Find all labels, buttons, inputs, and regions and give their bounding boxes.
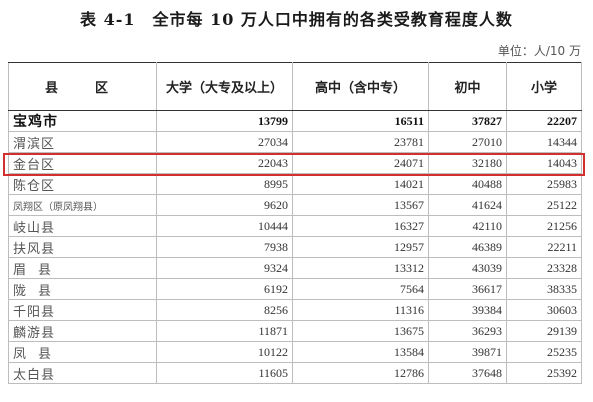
cell-college: 8995 (156, 173, 293, 195)
cell-college: 7938 (156, 236, 293, 258)
table-row: 太白县 11605 12786 37648 25392 (8, 362, 582, 384)
cell-junior: 46389 (428, 236, 507, 258)
cell-primary: 14043 (506, 152, 582, 174)
header-row: 县 区 大学（大专及以上） 高中（含中专） 初中 小学 (8, 62, 582, 111)
education-table: 县 区 大学（大专及以上） 高中（含中专） 初中 小学 宝鸡市 13799 16… (8, 62, 582, 384)
table-row: 扶风县 7938 12957 46389 22211 (8, 236, 582, 258)
table-row: 麟游县 11871 13675 36293 29139 (8, 320, 582, 342)
cell-primary: 25392 (506, 362, 582, 384)
cell-college: 8256 (156, 299, 293, 321)
cell-highschool: 13567 (292, 194, 429, 216)
table-row: 宝鸡市 13799 16511 37827 22207 (8, 110, 582, 132)
cell-junior: 27010 (428, 131, 507, 153)
header-junior: 初中 (428, 62, 507, 111)
cell-junior: 32180 (428, 152, 507, 174)
cell-junior: 42110 (428, 215, 507, 237)
cell-highschool: 16511 (292, 110, 429, 132)
cell-college: 6192 (156, 278, 293, 300)
row-name: 太白县 (8, 362, 157, 384)
row-name: 陇县 (8, 278, 157, 300)
header-highschool: 高中（含中专） (292, 62, 429, 111)
cell-highschool: 14021 (292, 173, 429, 195)
cell-junior: 37648 (428, 362, 507, 384)
cell-primary: 38335 (506, 278, 582, 300)
cell-highschool: 12786 (292, 362, 429, 384)
row-name: 金台区 (8, 152, 157, 174)
row-name: 千阳县 (8, 299, 157, 321)
row-name: 扶风县 (8, 236, 157, 258)
cell-primary: 30603 (506, 299, 582, 321)
cell-college: 13799 (156, 110, 293, 132)
cell-primary: 25235 (506, 341, 582, 363)
cell-junior: 40488 (428, 173, 507, 195)
table-row: 眉县 9324 13312 43039 23328 (8, 257, 582, 279)
cell-highschool: 11316 (292, 299, 429, 321)
table-row: 陈仓区 8995 14021 40488 25983 (8, 173, 582, 195)
cell-highschool: 7564 (292, 278, 429, 300)
table-row: 金台区 22043 24071 32180 14043 (8, 152, 582, 174)
cell-highschool: 13312 (292, 257, 429, 279)
row-name: 宝鸡市 (8, 110, 157, 132)
row-name: 陈仓区 (8, 173, 157, 195)
unit-label: 单位：人/10 万 (497, 44, 581, 58)
table-row: 渭滨区 27034 23781 27010 14344 (8, 131, 582, 153)
cell-junior: 36293 (428, 320, 507, 342)
cell-junior: 36617 (428, 278, 507, 300)
cell-junior: 39871 (428, 341, 507, 363)
cell-college: 10122 (156, 341, 293, 363)
table-row: 凤翔区（原凤翔县） 9620 13567 41624 25122 (8, 194, 582, 216)
header-college: 大学（大专及以上） (156, 62, 293, 111)
cell-junior: 37827 (428, 110, 507, 132)
cell-highschool: 16327 (292, 215, 429, 237)
cell-primary: 22211 (506, 236, 582, 258)
row-name: 渭滨区 (8, 131, 157, 153)
row-name: 麟游县 (8, 320, 157, 342)
cell-college: 27034 (156, 131, 293, 153)
cell-primary: 25122 (506, 194, 582, 216)
cell-junior: 39384 (428, 299, 507, 321)
cell-college: 22043 (156, 152, 293, 174)
cell-highschool: 24071 (292, 152, 429, 174)
header-primary: 小学 (506, 62, 582, 111)
cell-college: 9620 (156, 194, 293, 216)
cell-primary: 21256 (506, 215, 582, 237)
table-row: 陇县 6192 7564 36617 38335 (8, 278, 582, 300)
cell-highschool: 13584 (292, 341, 429, 363)
cell-highschool: 12957 (292, 236, 429, 258)
row-name: 凤翔区（原凤翔县） (8, 194, 157, 216)
cell-college: 11871 (156, 320, 293, 342)
cell-primary: 22207 (506, 110, 582, 132)
header-county: 县 区 (8, 62, 157, 111)
table-row: 千阳县 8256 11316 39384 30603 (8, 299, 582, 321)
cell-college: 9324 (156, 257, 293, 279)
cell-college: 10444 (156, 215, 293, 237)
cell-primary: 14344 (506, 131, 582, 153)
cell-primary: 23328 (506, 257, 582, 279)
cell-highschool: 13675 (292, 320, 429, 342)
table-row: 凤县 10122 13584 39871 25235 (8, 341, 582, 363)
cell-junior: 43039 (428, 257, 507, 279)
cell-junior: 41624 (428, 194, 507, 216)
cell-primary: 25983 (506, 173, 582, 195)
cell-primary: 29139 (506, 320, 582, 342)
row-name: 岐山县 (8, 215, 157, 237)
cell-highschool: 23781 (292, 131, 429, 153)
table-row: 岐山县 10444 16327 42110 21256 (8, 215, 582, 237)
cell-college: 11605 (156, 362, 293, 384)
row-name: 眉县 (8, 257, 157, 279)
row-name: 凤县 (8, 341, 157, 363)
table-title: 表 4-1 全市每 10 万人口中拥有的各类受教育程度人数 (80, 10, 513, 29)
